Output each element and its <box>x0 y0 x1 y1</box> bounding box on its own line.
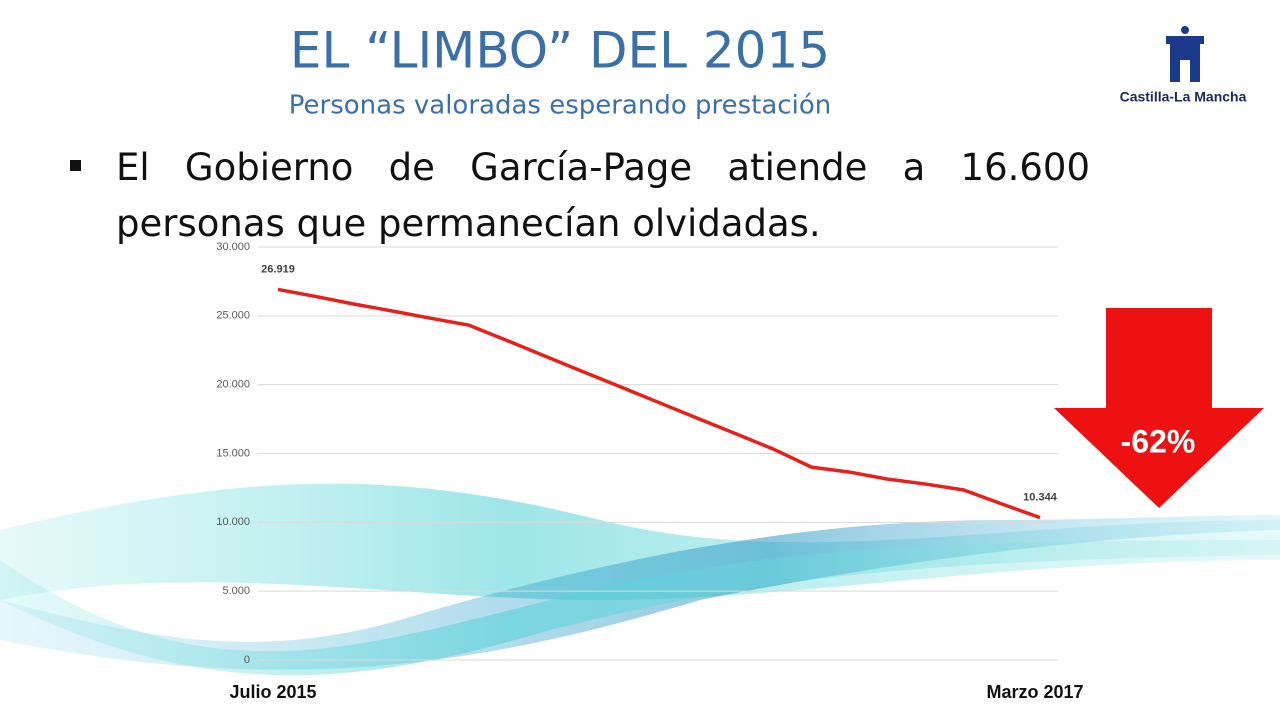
chart-title: EL “LIMBO” DEL 2015 <box>290 22 830 80</box>
annotation: -62% <box>1121 423 1196 459</box>
y-tick-label: 5.000 <box>222 585 250 597</box>
x-tick-label: Marzo 2017 <box>986 682 1083 702</box>
background-waves <box>0 483 1280 676</box>
y-tick-label: 0 <box>244 654 250 666</box>
bullet: El Gobierno de García-Page atiende a 16.… <box>70 140 1090 252</box>
y-tick-label: 25.000 <box>216 310 250 322</box>
logo: Castilla-La Mancha <box>1120 26 1247 105</box>
bullet-text: El Gobierno de García-Page atiende a 16.… <box>116 146 1090 245</box>
down-arrow: -62% <box>1054 308 1264 508</box>
y-tick-label: 30.000 <box>216 241 250 253</box>
y-tick-label: 20.000 <box>216 379 250 391</box>
line <box>277 287 1041 520</box>
x-tick-label: Julio 2015 <box>229 682 316 702</box>
bullet-marker <box>70 160 81 171</box>
data-label: 10.344 <box>1023 492 1058 504</box>
logo-text: Castilla-La Mancha <box>1120 89 1247 105</box>
data-label: 26.919 <box>261 263 295 275</box>
chart-subtitle: Personas valoradas esperando prestación <box>289 91 831 121</box>
y-tick-label: 15.000 <box>216 447 250 459</box>
y-tick-label: 10.000 <box>216 516 250 528</box>
